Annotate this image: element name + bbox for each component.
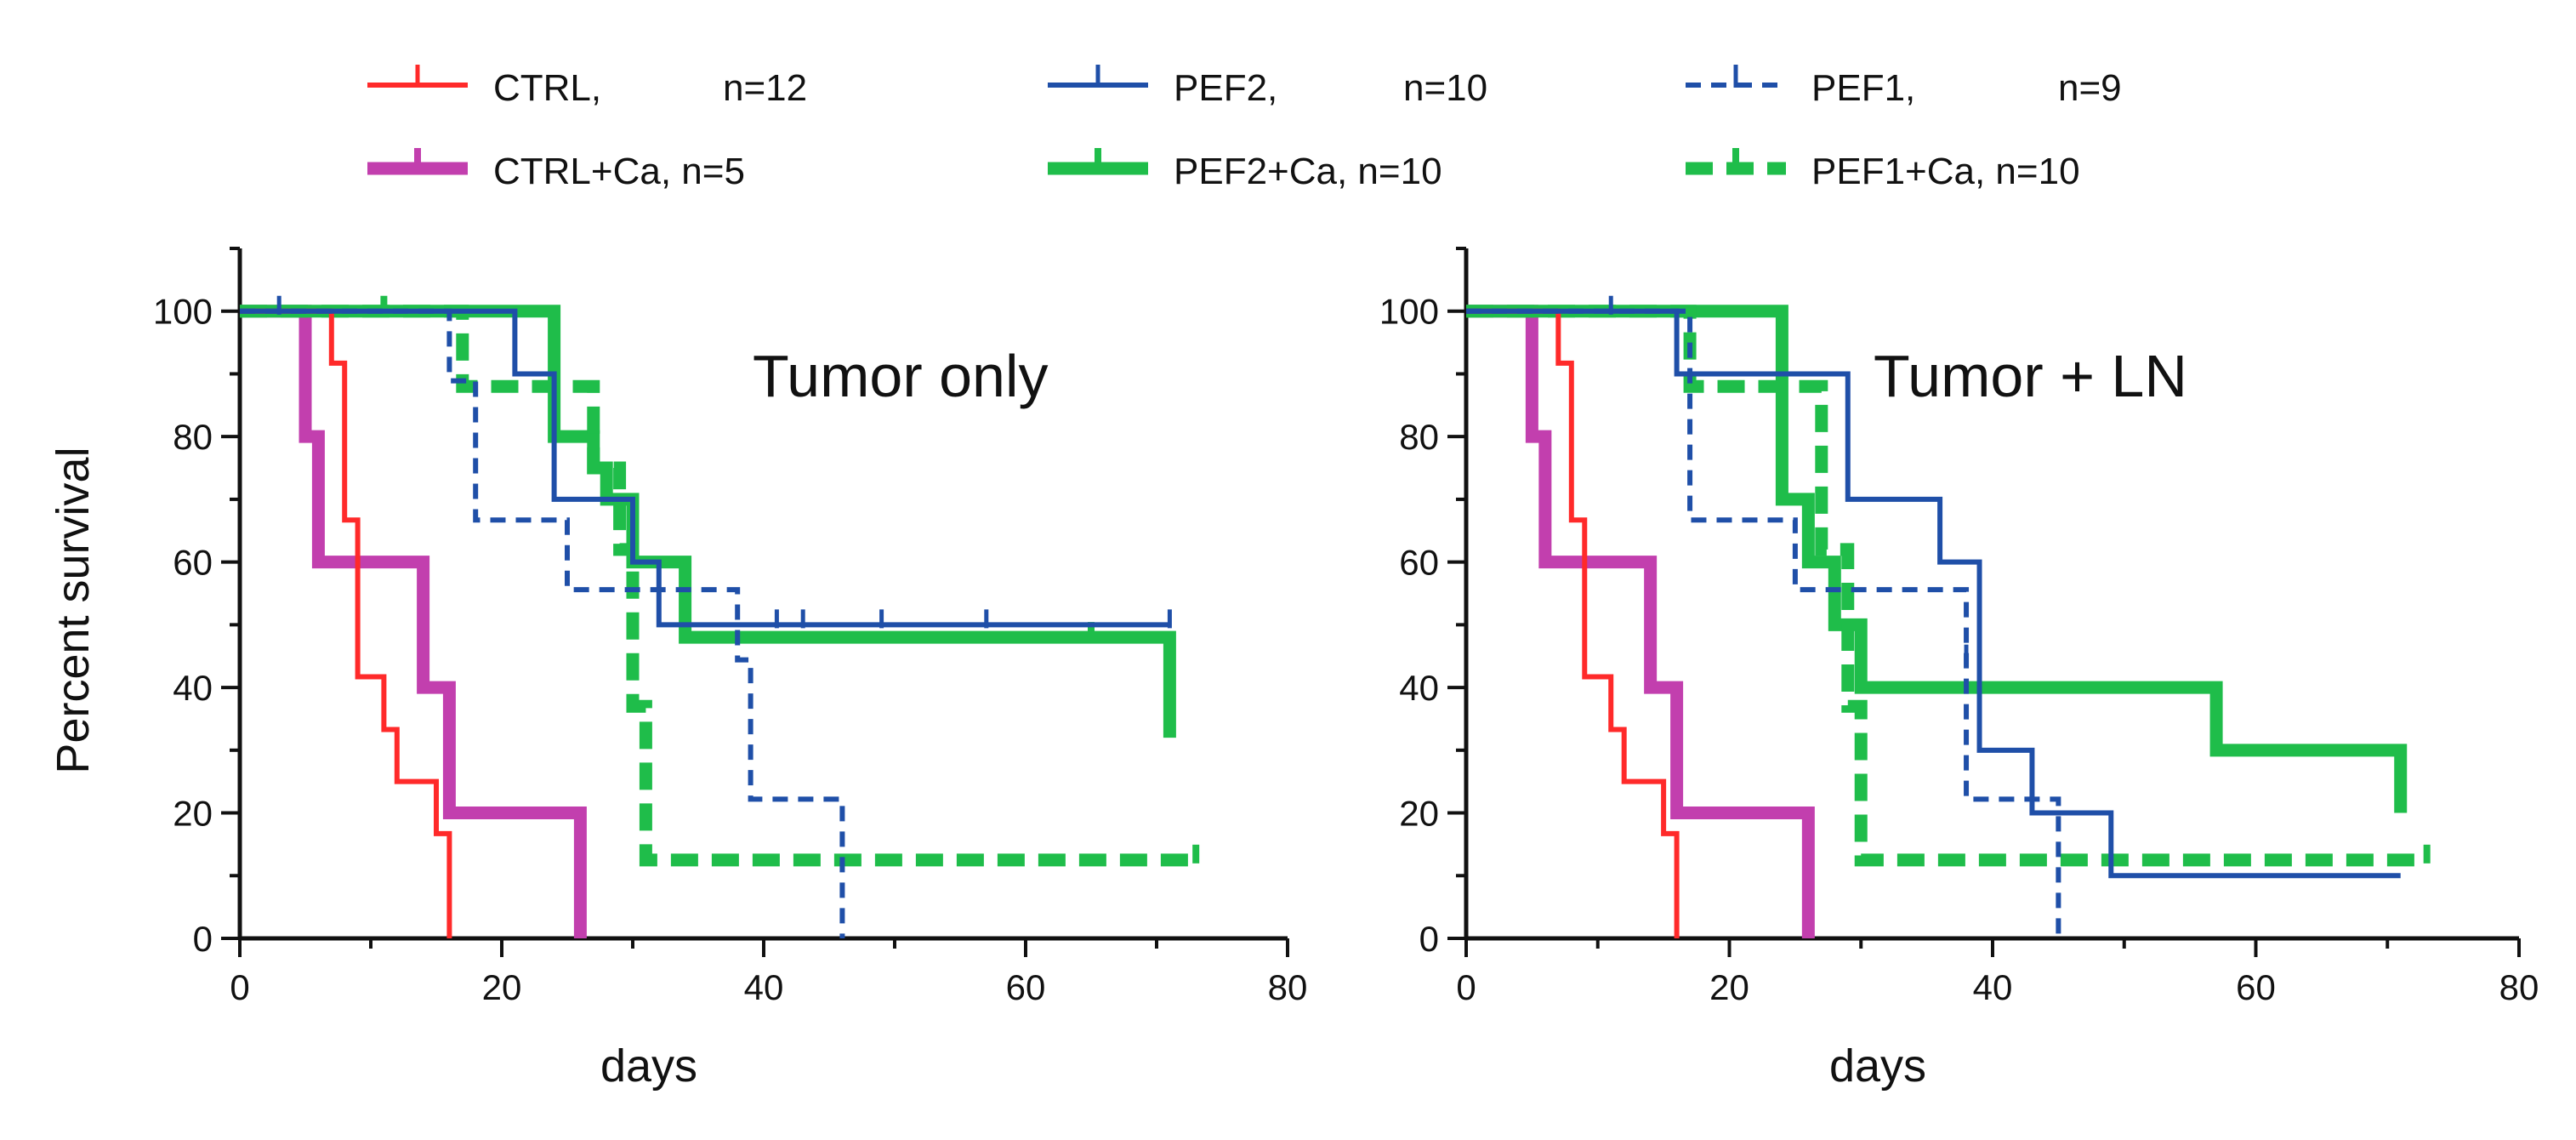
- x-tick-label: 40: [1973, 967, 2013, 1007]
- y-axis-label: Percent survival: [48, 447, 99, 773]
- series-pef2-line: [1466, 308, 2401, 879]
- y-tick-label: 0: [193, 919, 213, 959]
- y-tick-label: 80: [1399, 417, 1439, 457]
- legend-n-2: n=9: [2058, 67, 2122, 109]
- legend-label-5: PEF1+Ca, n=10: [1811, 151, 2080, 192]
- x-tick-label: 20: [482, 967, 522, 1007]
- series-ctrl-line: [1466, 308, 1680, 938]
- y-tick-label: 60: [173, 543, 213, 583]
- legend-label-0: CTRL,: [493, 67, 601, 109]
- series-pef2-line: [240, 308, 1170, 628]
- panel-title: Tumor only: [753, 343, 1049, 409]
- panel-tumor-only: 0 20 40 60 80 100 0 20 40 60 80 days Percent surviva…: [48, 247, 1308, 1092]
- legend-n-1: n=10: [1403, 67, 1487, 109]
- y-tick-label: 20: [1399, 794, 1439, 834]
- y-tick-label: 20: [173, 794, 213, 834]
- y-tick-label: 60: [1399, 543, 1439, 583]
- y-tick-label: 40: [1399, 668, 1439, 708]
- y-tick-label: 100: [1379, 292, 1439, 332]
- y-tick-label: 80: [173, 417, 213, 457]
- x-tick-label: 20: [1709, 967, 1749, 1007]
- legend-label-4: PEF2+Ca, n=10: [1174, 151, 1442, 192]
- x-tick-label: 80: [2499, 967, 2539, 1007]
- x-axis-label: days: [1829, 1040, 1926, 1092]
- x-tick-label: 80: [1268, 967, 1308, 1007]
- series-pef1-plus-ca-line: [240, 305, 1197, 867]
- legend-n-0: n=12: [723, 67, 807, 109]
- x-axis-label: days: [600, 1040, 697, 1092]
- series-pef1-line: [240, 308, 845, 938]
- x-tick-label: 60: [1006, 967, 1046, 1007]
- x-tick-label: 0: [230, 967, 249, 1007]
- x-tick-label: 60: [2236, 967, 2276, 1007]
- x-tick-label: 0: [1456, 967, 1476, 1007]
- series-ctrl-plus-ca-line: [1466, 305, 1815, 938]
- y-tick-label: 0: [1419, 919, 1439, 959]
- panel-title: Tumor + LN: [1874, 343, 2187, 409]
- y-tick-label: 100: [153, 292, 213, 332]
- legend-label-1: PEF2,: [1174, 67, 1277, 109]
- legend: CTRL, n=12 PEF2, n=10 PEF1, n=9 CTRL+Ca, n=5 PE…: [367, 65, 2122, 192]
- legend-label-3: CTRL+Ca, n=5: [493, 151, 745, 192]
- series-ctrl-line: [240, 308, 452, 938]
- y-tick-label: 40: [173, 668, 213, 708]
- x-tick-label: 40: [744, 967, 784, 1007]
- series-pef1-line: [1466, 308, 2061, 938]
- series-ctrl-plus-ca-line: [240, 305, 587, 938]
- panel-tumor-ln: 0 20 40 60 80 100 0 20 40 60 80 days Tumor + LN: [1379, 247, 2539, 1092]
- legend-label-2: PEF1,: [1811, 67, 1915, 109]
